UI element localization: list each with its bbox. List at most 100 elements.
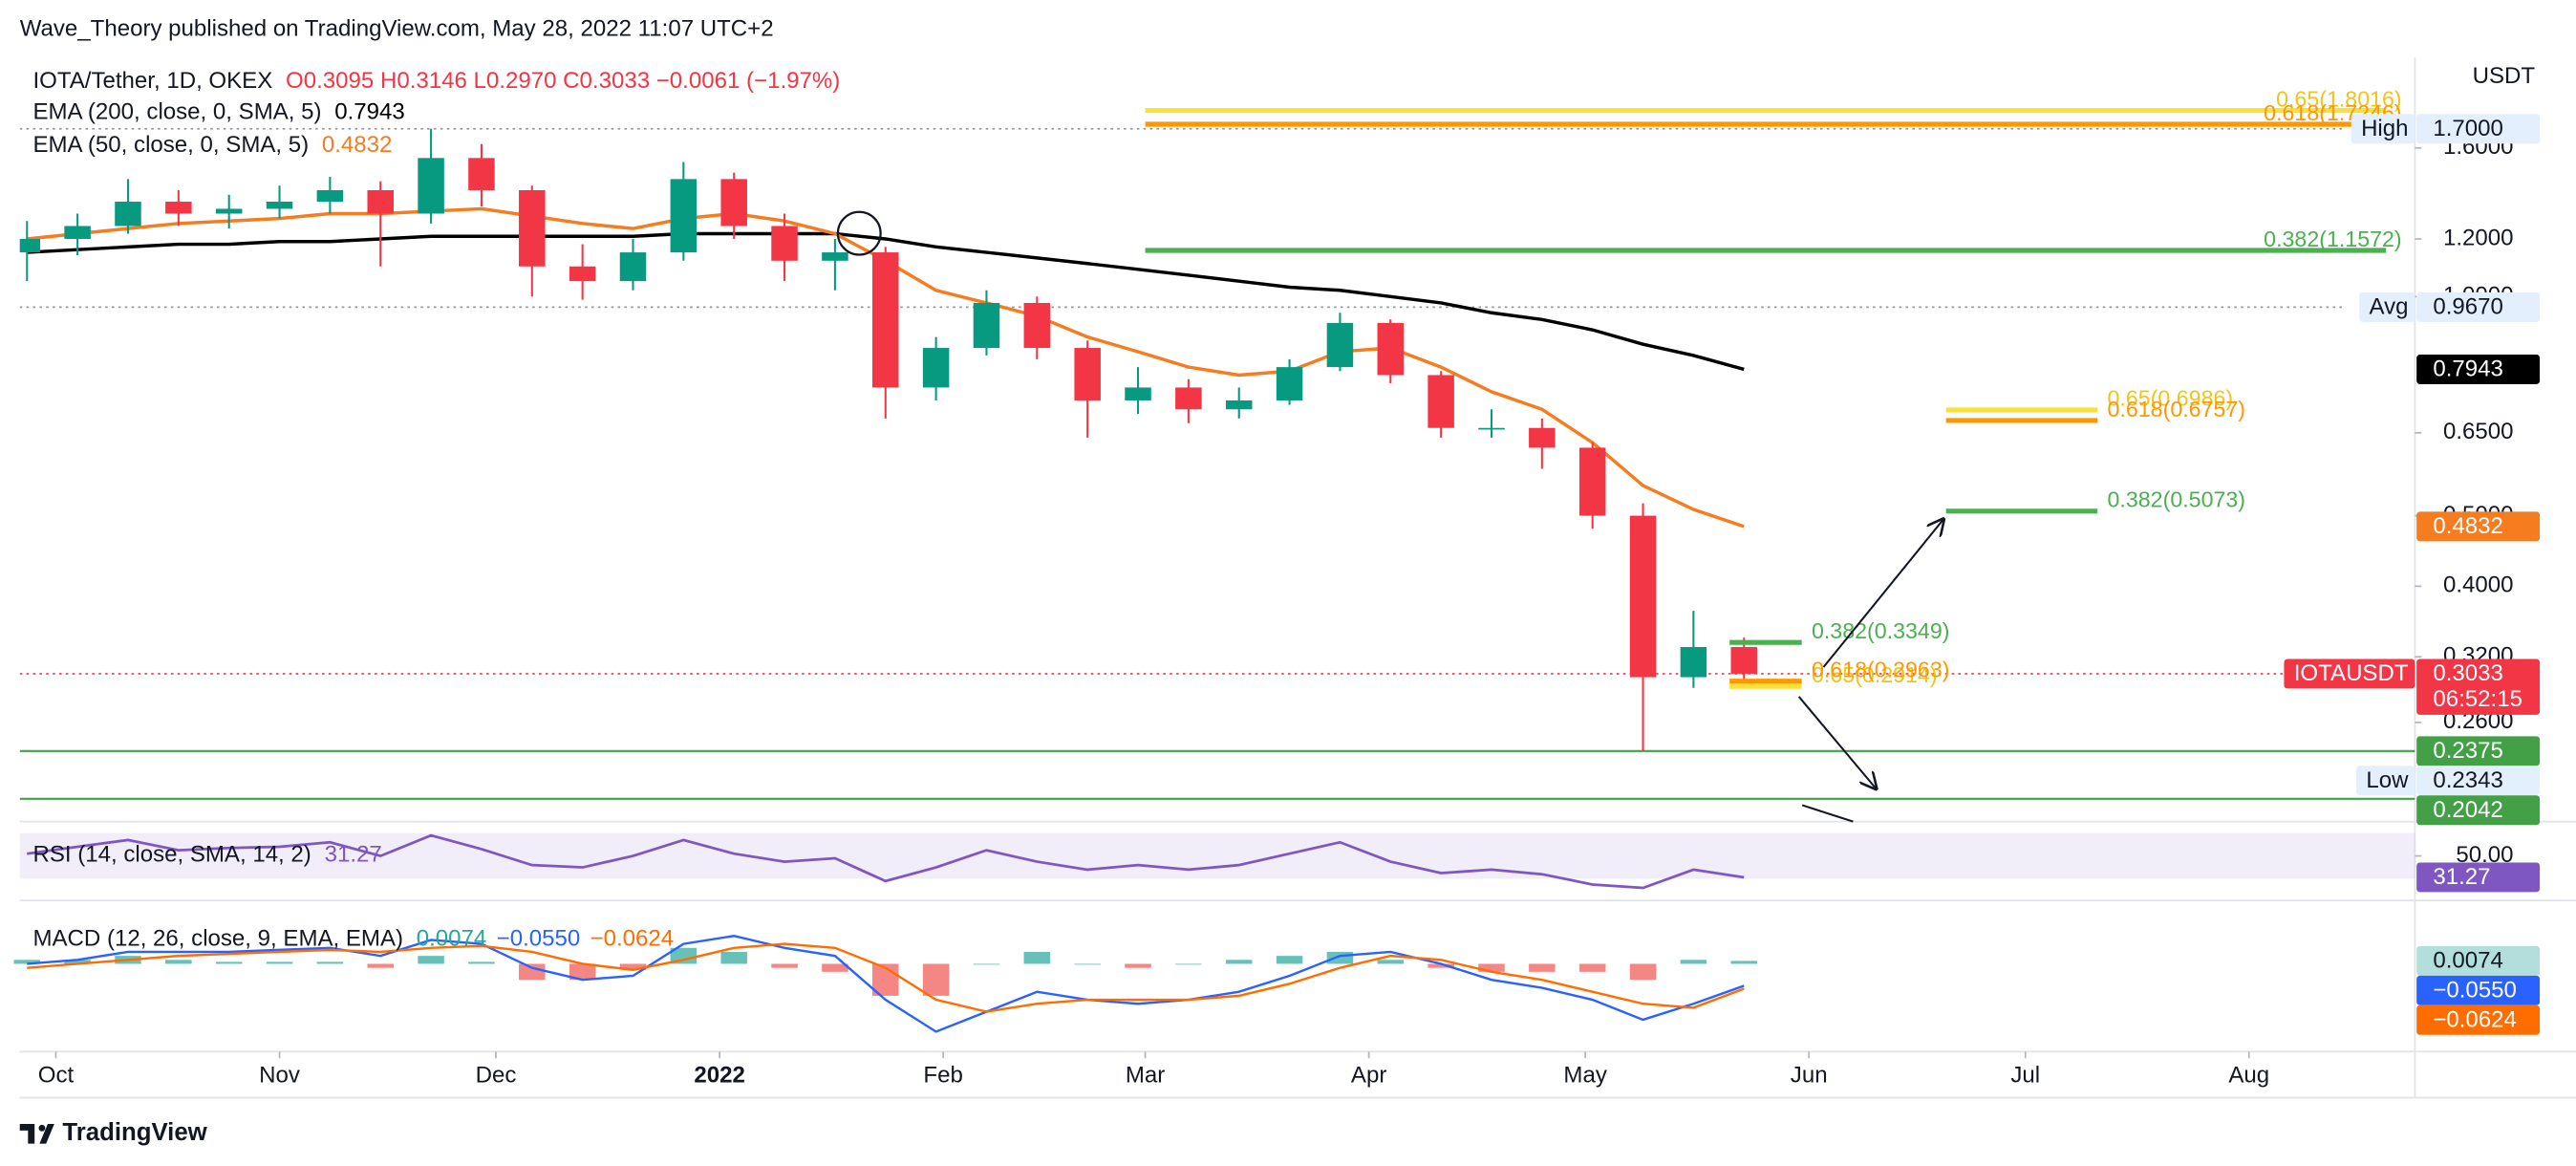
macd-hist	[367, 963, 394, 968]
legend-line: RSI (14, close, SMA, 14, 2) 31.27	[32, 842, 381, 868]
main-pane	[19, 127, 2415, 800]
fib-label: 0.382(1.1572)	[2264, 227, 2402, 251]
axis-label-box	[2416, 354, 2541, 384]
candle-body	[670, 179, 698, 253]
macd-hist	[922, 963, 950, 996]
y-tick-label: 1.2000	[2443, 225, 2514, 250]
fib-label: 0.65(0.6986)	[2108, 386, 2234, 411]
macd-macd-line	[27, 935, 1745, 1033]
candle-body	[1680, 647, 1707, 678]
axis-label-box	[2416, 975, 2541, 1005]
x-tick-label: Mar	[1126, 1062, 1165, 1088]
symbol-title: IOTA/Tether, 1D, OKEX	[32, 68, 272, 94]
legend-line: EMA (50, close, 0, SMA, 5) 0.4832	[32, 132, 392, 158]
macd-hist	[64, 960, 91, 964]
candle-body	[1023, 302, 1051, 349]
ema-value: 0.7943	[334, 99, 405, 125]
currency: USDT	[2473, 63, 2536, 89]
macd-hist	[1730, 961, 1757, 964]
candle-body	[115, 202, 141, 227]
candle-body	[1175, 387, 1202, 410]
candle-body	[922, 348, 950, 388]
axis-label-box	[2416, 292, 2541, 322]
brand-logo-dot	[38, 1124, 46, 1132]
macd-hist	[1175, 963, 1202, 965]
axis-tag: High	[2361, 116, 2408, 141]
y-tick-label: 0.6500	[2443, 419, 2514, 444]
y-tick-label: 0.4000	[2443, 572, 2514, 598]
candle-body	[19, 238, 41, 253]
axis-label-box	[2416, 511, 2541, 542]
macd-hist	[720, 951, 747, 964]
rsi-label-box	[2416, 862, 2541, 893]
macd-value: −0.0550	[497, 926, 581, 952]
macd-hist	[1074, 963, 1101, 965]
x-tick-label: Jul	[2010, 1062, 2040, 1088]
axis-tag: Avg	[2370, 294, 2409, 320]
macd-hist	[418, 956, 444, 964]
ema-name: EMA (50, close, 0, SMA, 5)	[32, 132, 309, 158]
trend-line	[1801, 804, 1854, 823]
x-tick-label: Apr	[1351, 1062, 1386, 1088]
macd-hist	[1529, 963, 1556, 972]
ohlc: O0.3095 H0.3146 L0.2970 C0.3033 −0.0061 …	[286, 68, 840, 94]
axis-label-box	[2416, 736, 2541, 767]
axis-label: 0.2343	[2433, 767, 2503, 793]
rsi-value: 31.27	[325, 842, 382, 868]
macd-hist	[1023, 951, 1051, 964]
candle-body	[1225, 399, 1253, 410]
candle-body	[1478, 427, 1505, 430]
frame	[19, 57, 2576, 1099]
x-tick-label: Jun	[1791, 1062, 1828, 1088]
x-tick-label: Feb	[923, 1062, 962, 1088]
macd-hist	[619, 963, 647, 970]
candle-body	[1125, 387, 1151, 400]
macd-hist	[316, 961, 344, 964]
candle-body	[418, 158, 444, 214]
macd-hist	[1578, 963, 1606, 972]
macd-hist	[266, 961, 293, 964]
ema-name: EMA (200, close, 0, SMA, 5)	[32, 99, 321, 125]
rsi-label: 31.27	[2433, 864, 2490, 890]
axis-label-box	[2416, 659, 2541, 715]
candle-body	[215, 208, 243, 214]
legend-line: EMA (200, close, 0, SMA, 5) 0.7943	[32, 99, 404, 125]
macd-hist	[1478, 963, 1505, 972]
macd-hist	[973, 963, 1000, 965]
macd-hist	[1428, 963, 1454, 968]
axis-label: 0.4832	[2433, 513, 2503, 539]
macd-hist	[822, 963, 848, 972]
x-tick-label: 2022	[694, 1062, 745, 1088]
candle-body	[822, 252, 848, 261]
candle-body	[569, 266, 596, 282]
macd-hist	[1276, 956, 1303, 964]
axis-tag: Low	[2366, 767, 2409, 793]
candle-body	[872, 252, 899, 388]
candle-body	[720, 179, 747, 227]
x-tick-label: May	[1563, 1062, 1606, 1088]
axis-label: 0.3033	[2433, 660, 2503, 686]
brand: TradingView	[19, 1119, 208, 1146]
rsi-name: RSI (14, close, SMA, 14, 2)	[32, 842, 311, 868]
candle-body	[1629, 515, 1657, 678]
axis-tag-box	[2351, 114, 2415, 144]
candle-body	[1377, 322, 1405, 376]
axis-label-box	[2416, 1004, 2541, 1035]
fib-label: 0.65(1.8016)	[2276, 86, 2402, 111]
macd-hist	[569, 963, 596, 981]
fib-label: 0.382(0.5073)	[2108, 487, 2246, 512]
candle-body	[973, 302, 1000, 349]
macd-hist	[771, 963, 798, 968]
axis-tag-box	[2359, 292, 2415, 322]
legend-line: IOTA/Tether, 1D, OKEX O0.3095 H0.3146 L0.…	[32, 68, 840, 94]
cross-circle	[836, 210, 882, 256]
overlay	[836, 210, 1943, 823]
candle-body	[1326, 322, 1354, 368]
fib-label: 0.382(0.3349)	[1812, 618, 1950, 643]
axis-label-box	[2416, 945, 2541, 976]
macd-hist	[165, 960, 192, 964]
axis-label: 0.2375	[2433, 738, 2503, 764]
axis-label: 1.7000	[2433, 116, 2503, 141]
x-tick-label: Dec	[476, 1062, 517, 1088]
